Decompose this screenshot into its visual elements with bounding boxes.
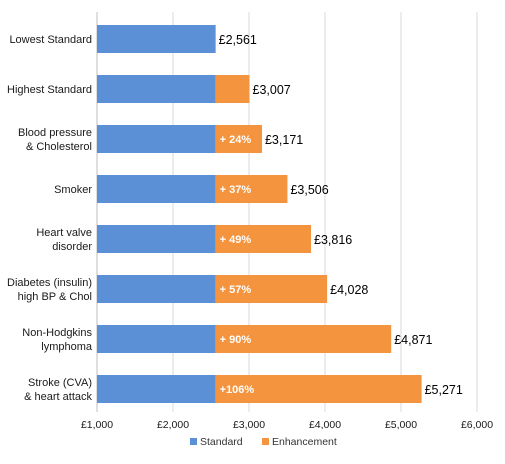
category-label: Heart valve disorder — [36, 227, 92, 253]
percent-label: +106% — [220, 384, 255, 396]
x-tick-label: £6,000 — [461, 419, 493, 431]
total-label: £2,561 — [219, 33, 257, 47]
category-label-line: & heart attack — [24, 391, 92, 403]
category-label-line: disorder — [52, 241, 92, 253]
percent-label: + 24% — [220, 134, 252, 146]
category-label: Lowest Standard — [9, 34, 92, 46]
total-label: £4,028 — [330, 283, 368, 297]
category-label-line: Lowest Standard — [9, 34, 92, 46]
bar-standard — [97, 175, 216, 203]
legend-label: Enhancement — [272, 436, 337, 448]
legend-label: Standard — [200, 436, 243, 448]
category-label-line: Blood pressure — [18, 127, 92, 139]
category-label: Highest Standard — [7, 84, 92, 96]
percent-label: + 37% — [220, 184, 252, 196]
total-label: £5,271 — [425, 383, 463, 397]
bar-standard — [97, 375, 216, 403]
bar-enhancement — [215, 275, 328, 303]
bar-standard — [97, 325, 216, 353]
bar-standard — [97, 275, 216, 303]
bars: £2,561 £3,007 + 24% £3,171 + 37% £3,506 + 49% £… — [97, 25, 463, 403]
category-label: Diabetes (insulin) high BP & Chol — [7, 277, 92, 303]
bar-standard — [97, 225, 216, 253]
category-label-line: Highest Standard — [7, 84, 92, 96]
bar-enhancement — [215, 75, 250, 103]
category-label: Stroke (CVA) & heart attack — [24, 377, 92, 403]
bar-enhancement — [215, 125, 262, 153]
legend-swatch — [262, 438, 269, 445]
category-label-line: high BP & Chol — [18, 291, 92, 303]
category-label: Non-Hodgkins lymphoma — [22, 327, 93, 353]
category-label-line: Heart valve — [36, 227, 92, 239]
x-tick-label: £1,000 — [81, 419, 113, 431]
percent-label: + 90% — [220, 334, 252, 346]
category-label-line: Smoker — [54, 184, 92, 196]
total-label: £3,171 — [265, 133, 303, 147]
x-tick-label: £3,000 — [233, 419, 265, 431]
legend: Standard Enhancement — [190, 436, 337, 448]
bar-standard — [97, 25, 216, 53]
category-label-line: Stroke (CVA) — [28, 377, 92, 389]
bar-standard — [97, 125, 216, 153]
percent-label: + 49% — [220, 234, 252, 246]
category-label-line: Diabetes (insulin) — [7, 277, 92, 289]
x-axis-tick-labels: £1,000 £2,000 £3,000 £4,000 £5,000 £6,000 — [81, 419, 493, 431]
category-label-line: & Cholesterol — [26, 141, 92, 153]
x-tick-label: £4,000 — [309, 419, 341, 431]
bar-enhancement — [215, 225, 312, 253]
bar-standard — [97, 75, 216, 103]
category-label-line: lymphoma — [41, 341, 93, 353]
category-label: Smoker — [54, 184, 92, 196]
x-tick-label: £5,000 — [385, 419, 417, 431]
percent-label: + 57% — [220, 284, 252, 296]
total-label: £4,871 — [394, 333, 432, 347]
category-label-line: Non-Hodgkins — [22, 327, 92, 339]
x-tick-label: £2,000 — [157, 419, 189, 431]
total-label: £3,506 — [290, 183, 328, 197]
bar-enhancement — [215, 325, 392, 353]
category-label: Blood pressure & Cholesterol — [18, 127, 92, 153]
total-label: £3,816 — [314, 233, 352, 247]
category-labels: Lowest Standard Highest Standard Blood pre… — [7, 34, 93, 403]
bar-enhancement — [215, 175, 288, 203]
total-label: £3,007 — [253, 83, 291, 97]
bar-enhancement — [215, 375, 422, 403]
legend-swatch — [190, 438, 197, 445]
